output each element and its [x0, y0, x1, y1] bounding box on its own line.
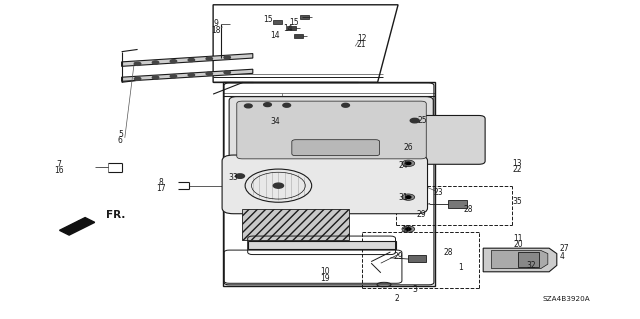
Bar — [287, 26, 296, 30]
Circle shape — [170, 75, 177, 78]
FancyBboxPatch shape — [292, 140, 380, 156]
Bar — [518, 252, 539, 267]
Text: 15: 15 — [289, 18, 300, 27]
Text: 15: 15 — [262, 15, 273, 24]
Text: FR.: FR. — [106, 210, 125, 220]
Bar — [448, 200, 467, 208]
Text: 7: 7 — [56, 160, 61, 169]
Text: 8: 8 — [159, 178, 164, 187]
Text: 17: 17 — [156, 184, 166, 193]
Circle shape — [152, 61, 159, 64]
Text: 13: 13 — [512, 159, 522, 168]
Text: 29: 29 — [393, 252, 403, 261]
Text: SZA4B3920A: SZA4B3920A — [543, 296, 590, 302]
Polygon shape — [60, 218, 95, 235]
Text: 12: 12 — [357, 34, 366, 43]
Text: 21: 21 — [357, 40, 366, 49]
Text: 14: 14 — [270, 31, 280, 40]
FancyBboxPatch shape — [237, 101, 426, 159]
Circle shape — [206, 72, 212, 75]
Circle shape — [406, 228, 411, 230]
Polygon shape — [248, 241, 396, 249]
Text: 5: 5 — [118, 130, 123, 139]
Text: 10: 10 — [320, 267, 330, 276]
Circle shape — [236, 174, 244, 178]
Circle shape — [402, 194, 415, 200]
Text: 30: 30 — [401, 225, 411, 234]
Text: 2: 2 — [394, 294, 399, 303]
Text: 19: 19 — [320, 274, 330, 283]
Text: 18: 18 — [211, 26, 220, 35]
Bar — [242, 209, 349, 240]
Bar — [300, 15, 309, 19]
Text: 3: 3 — [412, 285, 417, 294]
Text: 26: 26 — [403, 143, 413, 152]
Circle shape — [402, 160, 415, 167]
Circle shape — [402, 226, 415, 232]
Text: 6: 6 — [118, 137, 123, 145]
Circle shape — [264, 103, 271, 107]
Text: 35: 35 — [512, 197, 522, 206]
Text: 28: 28 — [444, 248, 452, 257]
Circle shape — [206, 57, 212, 60]
Circle shape — [224, 71, 230, 74]
FancyBboxPatch shape — [421, 115, 485, 164]
Circle shape — [406, 196, 411, 198]
Circle shape — [188, 73, 195, 77]
Bar — [294, 34, 303, 38]
Bar — [273, 20, 282, 24]
Circle shape — [170, 60, 177, 63]
Circle shape — [134, 62, 141, 65]
Polygon shape — [492, 250, 548, 269]
Polygon shape — [122, 69, 253, 81]
Text: 4: 4 — [559, 252, 564, 261]
Text: 27: 27 — [559, 244, 570, 253]
Circle shape — [406, 162, 411, 165]
Text: 11: 11 — [514, 234, 523, 243]
Text: 32: 32 — [526, 261, 536, 270]
Text: 9: 9 — [213, 19, 218, 28]
FancyBboxPatch shape — [229, 97, 433, 163]
Text: 1: 1 — [458, 263, 463, 272]
Bar — [408, 255, 426, 262]
Text: 33: 33 — [228, 173, 239, 182]
Text: 24: 24 — [398, 161, 408, 170]
Polygon shape — [483, 248, 557, 272]
Circle shape — [188, 58, 195, 62]
Text: 31: 31 — [398, 193, 408, 202]
Circle shape — [273, 183, 284, 188]
Text: 14: 14 — [283, 24, 293, 33]
Circle shape — [244, 104, 252, 108]
Text: 22: 22 — [513, 165, 522, 174]
Circle shape — [152, 76, 159, 79]
Text: 20: 20 — [513, 241, 524, 249]
Polygon shape — [122, 54, 253, 66]
Text: 16: 16 — [54, 166, 64, 175]
Text: 34: 34 — [270, 117, 280, 126]
Circle shape — [342, 103, 349, 107]
Circle shape — [134, 77, 141, 80]
Text: 25: 25 — [417, 116, 428, 125]
Text: 28: 28 — [464, 205, 473, 214]
Circle shape — [283, 103, 291, 107]
Circle shape — [410, 118, 419, 123]
Text: 29: 29 — [416, 210, 426, 219]
Circle shape — [224, 56, 230, 59]
Text: 23: 23 — [433, 189, 444, 197]
FancyBboxPatch shape — [222, 155, 428, 214]
